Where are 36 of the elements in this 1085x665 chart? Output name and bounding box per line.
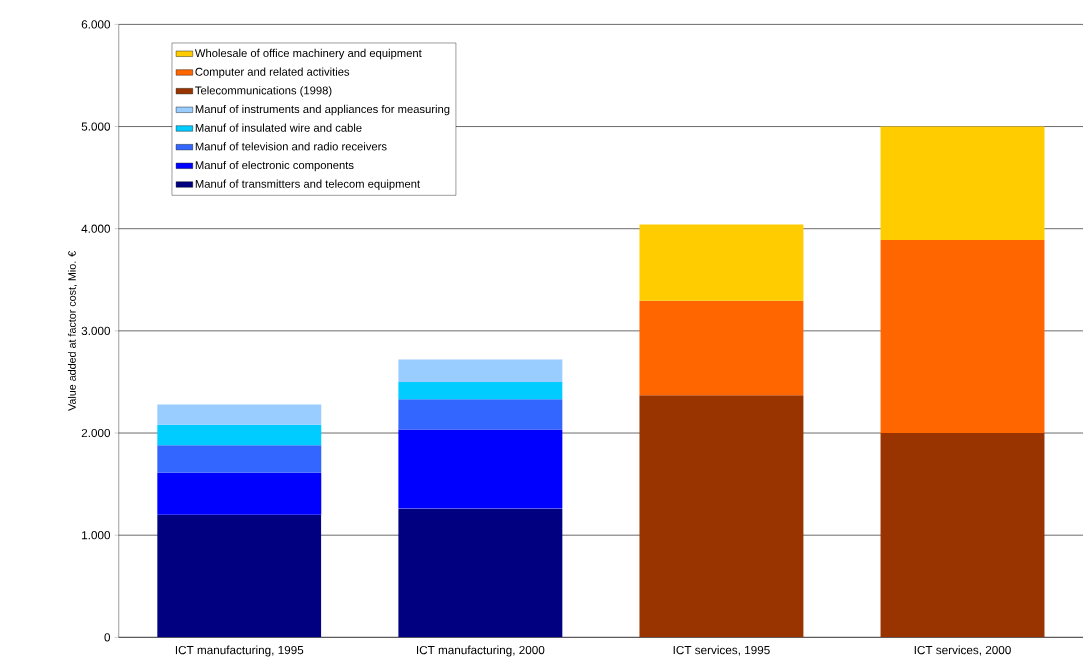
x-tick-label: ICT services, 1995 (673, 645, 770, 656)
y-tick-label: 2.000 (81, 429, 111, 438)
y-tick-label: 1.000 (82, 531, 111, 540)
legend-label: Manuf of insulated wire and cable (195, 123, 362, 132)
bar (398, 382, 563, 400)
x-tick-label: ICT manufacturing, 2000 (417, 645, 545, 657)
legend-label: Manuf of transmitters and telecom equipment (195, 179, 420, 191)
bar (880, 240, 1045, 434)
x-tick-label: ICT manufacturing, 1995 (175, 645, 304, 657)
legend-label: Manuf of television and radio receivers (195, 142, 387, 151)
bar (639, 224, 804, 301)
bar (398, 359, 563, 383)
legend-label: Computer and related activities (195, 67, 350, 79)
legend-label: Wholesale of office machinery and equipment (194, 49, 422, 60)
bar (157, 473, 322, 515)
bar (157, 425, 322, 446)
y-tick-label: 3.000 (81, 326, 111, 336)
bar (639, 300, 804, 396)
y-tick-label: 6.000 (81, 20, 111, 29)
legend-label: Manuf of electronic components (195, 161, 354, 172)
bar (157, 404, 322, 426)
bar (157, 514, 322, 638)
bar (398, 399, 563, 430)
y-tick-label: 4.000 (81, 224, 111, 234)
legend-label: Telecommunications (1998) (195, 86, 332, 97)
bar (880, 126, 1045, 241)
y-tick-label: 0 (104, 633, 111, 642)
bar (880, 433, 1045, 638)
bar (398, 508, 563, 638)
y-tick-label: 5.000 (81, 122, 111, 131)
bar (157, 445, 322, 474)
bar (639, 395, 804, 638)
x-tick-label: ICT services, 2000 (914, 645, 1011, 656)
bar (398, 429, 563, 509)
legend-label: Manuf of instruments and appliances for measuring (195, 105, 450, 116)
y-axis-title: Value added at factor cost, Mio. € (67, 251, 78, 412)
